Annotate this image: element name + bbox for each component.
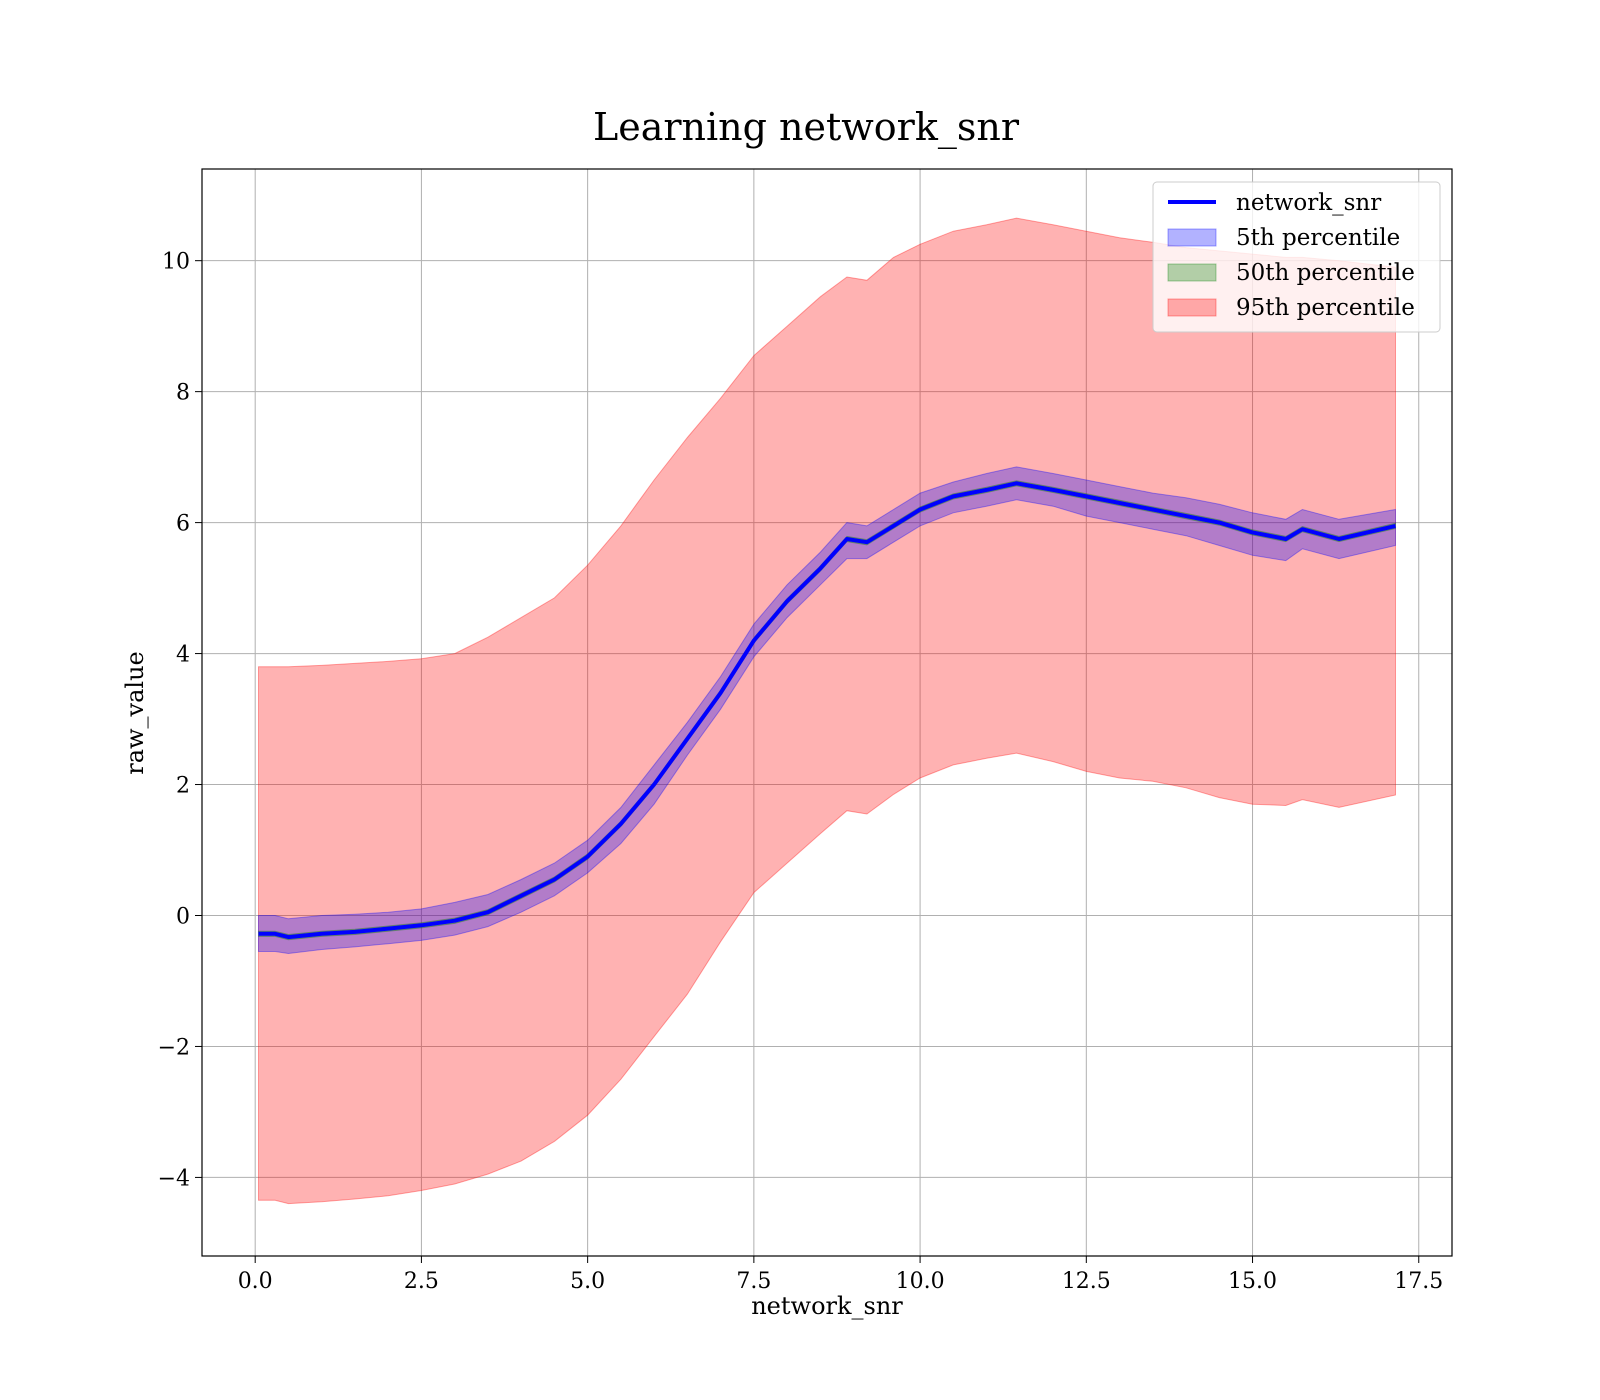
chart-title: Learning network_snr xyxy=(593,105,1020,150)
x-tick-label: 15.0 xyxy=(1228,1269,1277,1294)
y-axis-label: raw_value xyxy=(121,651,149,775)
y-tick-label: 2 xyxy=(176,774,190,799)
legend: network_snr 5th percentile 50th percentile… xyxy=(1152,181,1441,333)
legend-label: network_snr xyxy=(1236,190,1381,216)
x-tick-label: 7.5 xyxy=(736,1269,771,1294)
x-axis-label: network_snr xyxy=(751,1292,903,1320)
legend-box xyxy=(1152,181,1441,333)
x-tick-label: 2.5 xyxy=(404,1269,439,1294)
y-tick-label: 10 xyxy=(162,250,190,275)
x-tick-label: 0.0 xyxy=(238,1269,273,1294)
legend-label: 50th percentile xyxy=(1236,260,1415,286)
legend-patch-swatch xyxy=(1167,263,1217,282)
band-5th-percentile xyxy=(258,466,1396,955)
legend-label: 95th percentile xyxy=(1236,295,1415,321)
band-95th-percentile xyxy=(258,217,1396,1205)
y-tick-label: −2 xyxy=(158,1035,190,1060)
x-tick-label: 10.0 xyxy=(896,1269,945,1294)
y-tick-label: −4 xyxy=(158,1166,190,1191)
grid-lines xyxy=(202,169,1452,1256)
y-tick-label: 4 xyxy=(176,643,190,668)
x-tick-label: 17.5 xyxy=(1394,1269,1443,1294)
y-tick-label: 0 xyxy=(176,904,190,929)
legend-patch-swatch xyxy=(1167,228,1217,247)
y-tick-label: 8 xyxy=(176,381,190,406)
legend-label: 5th percentile xyxy=(1236,225,1400,251)
x-tick-label: 5.0 xyxy=(570,1269,605,1294)
axis-ticks: 0.0 2.5 5.0 7.5 10.0 12.5 15.0 17.5 −4 −2 0 2 4 6 8 10 xyxy=(158,250,1444,1294)
series-lines xyxy=(258,481,1396,940)
y-tick-label: 6 xyxy=(176,512,190,537)
series-line-network-snr xyxy=(258,481,1396,940)
plot-frame xyxy=(201,168,1453,1257)
legend-patch-swatch xyxy=(1167,298,1217,317)
x-tick-label: 12.5 xyxy=(1062,1269,1111,1294)
